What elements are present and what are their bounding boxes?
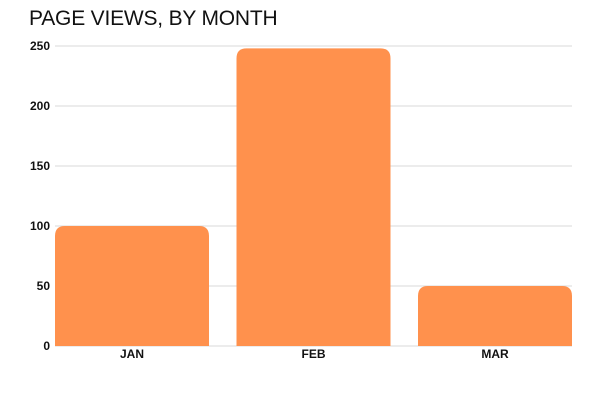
bar-mar <box>418 286 572 346</box>
y-tick-label: 100 <box>30 219 50 233</box>
y-tick-label: 0 <box>43 339 50 353</box>
chart-title: PAGE VIEWS, BY MONTH <box>29 7 278 30</box>
bar-feb <box>236 48 391 347</box>
x-tick-label: JAN <box>120 347 144 361</box>
y-tick-label: 200 <box>30 99 50 113</box>
bars <box>55 48 572 347</box>
y-tick-label: 150 <box>30 159 50 173</box>
x-axis-ticks: JAN FEB MAR <box>120 347 509 361</box>
x-tick-label: MAR <box>481 347 509 361</box>
bar-jan <box>55 226 209 346</box>
y-axis-ticks: 0 50 100 150 200 250 <box>30 39 50 353</box>
x-tick-label: FEB <box>302 347 326 361</box>
y-tick-label: 250 <box>30 39 50 53</box>
y-tick-label: 50 <box>37 279 51 293</box>
